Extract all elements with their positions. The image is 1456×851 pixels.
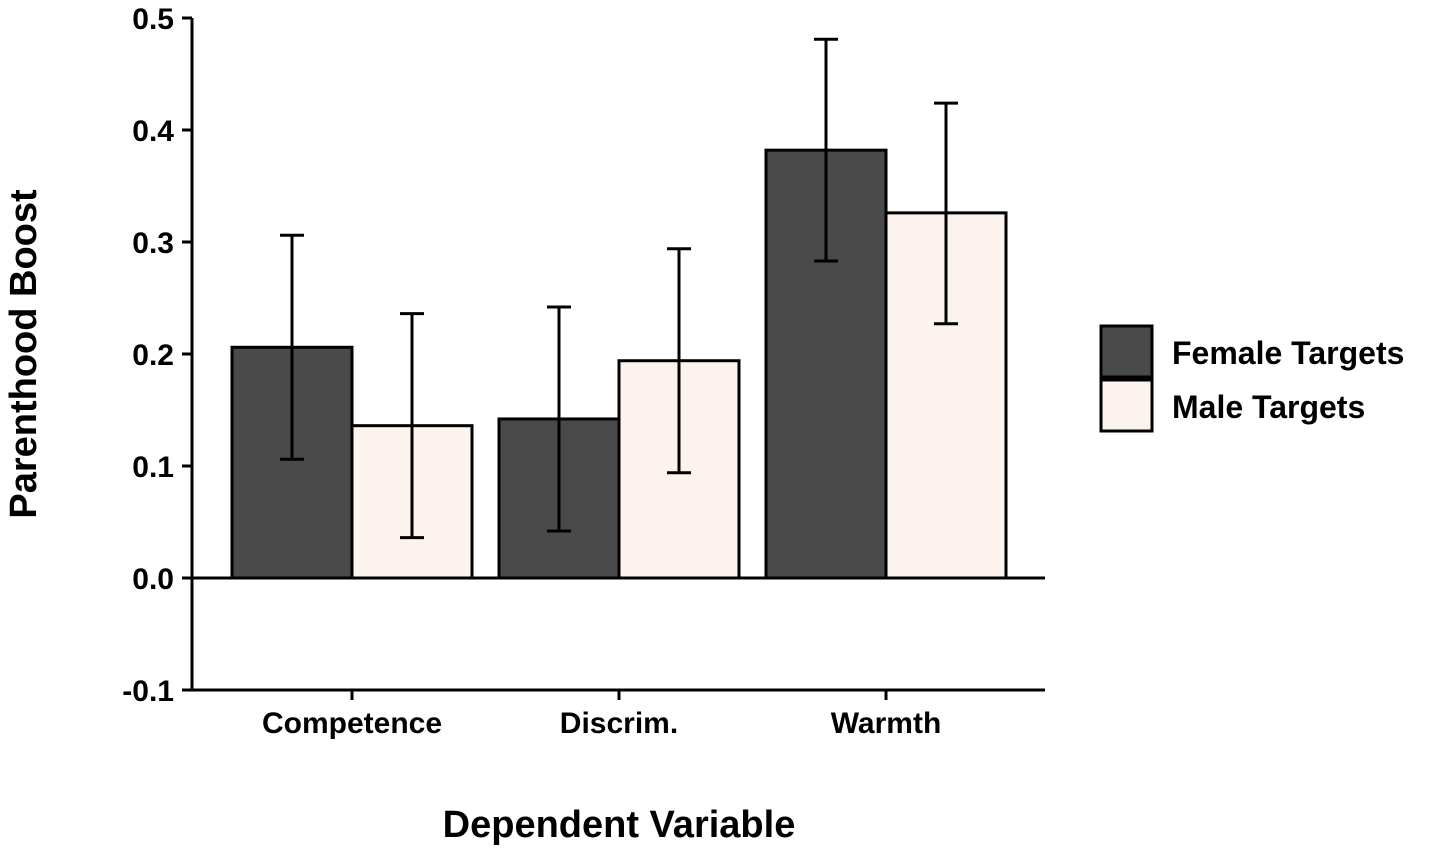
error-bar <box>934 101 958 326</box>
legend-swatch <box>1099 378 1154 433</box>
y-tick-label: 0.5 <box>132 3 174 36</box>
legend-swatch <box>1099 324 1154 379</box>
x-tick-label: Competence <box>262 707 442 740</box>
bar <box>884 211 1008 580</box>
legend: Female Targets Male Targets <box>1099 324 1404 433</box>
x-tick-label: Warmth <box>831 707 942 740</box>
legend-label: Male Targets <box>1172 389 1365 425</box>
error-bar <box>547 305 571 533</box>
bars <box>230 148 1008 580</box>
y-tick-label: 0.2 <box>132 339 174 372</box>
axis-labels: -0.1 0.0 0.1 0.2 0.3 0.4 0.5 Competence Discrim.… <box>122 3 941 740</box>
y-axis-title: Parenthood Boost <box>3 189 45 519</box>
y-tick-label: 0.3 <box>132 227 174 260</box>
x-tick-label: Discrim. <box>560 707 678 740</box>
error-bar <box>667 247 691 475</box>
x-axis-title: Dependent Variable <box>443 804 796 846</box>
error-bars <box>280 37 958 540</box>
y-tick-label: 0.1 <box>132 451 174 484</box>
error-bar <box>280 233 304 461</box>
error-bar <box>400 312 424 540</box>
legend-label: Female Targets <box>1172 335 1404 371</box>
y-tick-label: -0.1 <box>122 675 174 708</box>
y-tick-label: 0.0 <box>132 563 174 596</box>
y-tick-label: 0.4 <box>132 115 174 148</box>
error-bar <box>814 37 838 263</box>
